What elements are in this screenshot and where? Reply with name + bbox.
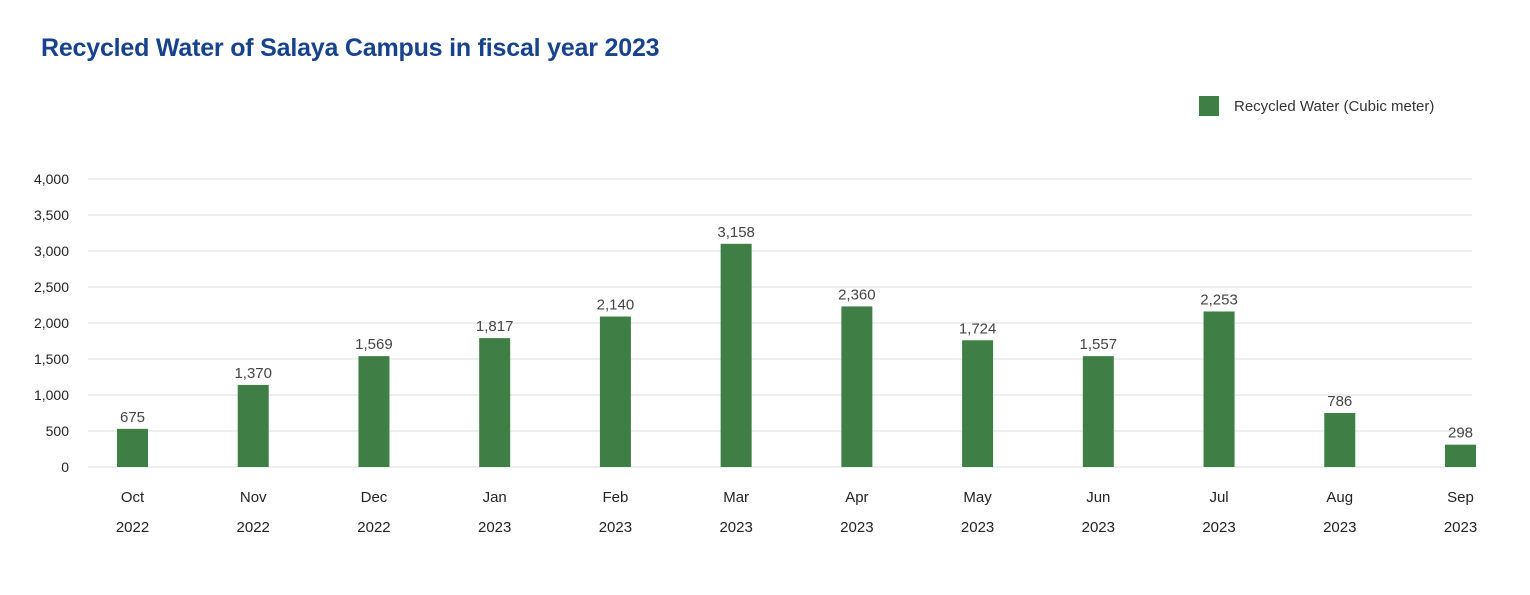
x-axis: Oct 2022 Nov 2022 Dec 2022 Jan 2023 Feb 2023 Mar 20…	[116, 489, 1477, 536]
bar	[599, 316, 631, 467]
x-tick-year: 2023	[1082, 519, 1115, 536]
x-tick-year: 2023	[1444, 519, 1477, 536]
x-tick-month: Jul	[1209, 489, 1228, 506]
data-label: 3,158	[717, 224, 755, 241]
legend: Recycled Water (Cubic meter)	[1199, 96, 1434, 116]
x-tick-month: Oct	[121, 489, 145, 506]
x-tick-year: 2023	[599, 519, 632, 536]
y-tick-label: 3,000	[34, 243, 69, 259]
x-tick-year: 2022	[357, 519, 390, 536]
y-axis: 0 500 1,000 1,500 2,000 2,500 3,000 3,500 4,000	[34, 171, 69, 475]
x-tick-month: Dec	[361, 489, 388, 506]
bar	[1445, 444, 1476, 467]
x-tick-year: 2023	[478, 519, 511, 536]
legend-label: Recycled Water (Cubic meter)	[1234, 97, 1435, 115]
x-tick-year: 2023	[840, 519, 873, 536]
x-tick-year: 2022	[116, 519, 149, 536]
bar	[1082, 356, 1114, 467]
y-tick-label: 1,500	[34, 351, 69, 367]
gridlines	[88, 178, 1472, 468]
y-tick-label: 3,500	[34, 207, 69, 223]
data-label: 786	[1327, 393, 1352, 410]
x-tick-month: Mar	[723, 489, 749, 506]
x-tick-month: Apr	[845, 489, 868, 506]
x-tick-month: Jan	[483, 489, 507, 506]
bar	[237, 384, 269, 467]
x-tick-month: May	[963, 489, 992, 506]
bar	[720, 243, 752, 467]
data-label: 1,817	[476, 318, 514, 335]
y-tick-label: 500	[46, 423, 70, 439]
x-tick-month: Nov	[240, 489, 267, 506]
bar	[479, 338, 511, 467]
legend-swatch	[1199, 96, 1219, 116]
x-tick-month: Jun	[1086, 489, 1110, 506]
data-label: 298	[1448, 425, 1473, 442]
x-tick-year: 2023	[1202, 519, 1235, 536]
y-tick-label: 2,000	[34, 315, 69, 331]
x-tick-year: 2023	[1323, 519, 1356, 536]
data-labels: 675 1,370 1,569 1,817 2,140 3,158 2,360 1,724 1,…	[120, 224, 1473, 442]
bars	[117, 243, 1476, 467]
bar	[1324, 413, 1356, 467]
x-tick-month: Sep	[1447, 489, 1474, 506]
data-label: 2,360	[838, 286, 876, 303]
bar	[841, 306, 873, 467]
y-tick-label: 4,000	[34, 171, 69, 187]
y-tick-label: 1,000	[34, 387, 69, 403]
x-tick-year: 2023	[719, 519, 752, 536]
bar	[117, 428, 148, 467]
x-tick-year: 2023	[961, 519, 994, 536]
y-tick-label: 2,500	[34, 279, 69, 295]
data-label: 2,253	[1200, 291, 1238, 308]
x-tick-month: Aug	[1326, 489, 1353, 506]
bar	[1203, 311, 1235, 467]
data-label: 675	[120, 409, 145, 426]
data-label: 1,557	[1080, 336, 1118, 353]
x-tick-year: 2022	[237, 519, 270, 536]
x-tick-month: Feb	[602, 489, 628, 506]
bar	[358, 356, 390, 467]
y-tick-label: 0	[61, 459, 69, 475]
data-label: 1,724	[959, 320, 997, 337]
data-label: 1,370	[234, 365, 272, 382]
bar	[962, 340, 994, 467]
data-label: 1,569	[355, 336, 393, 353]
chart-title: Recycled Water of Salaya Campus in fisca…	[41, 34, 660, 62]
data-label: 2,140	[597, 297, 635, 314]
